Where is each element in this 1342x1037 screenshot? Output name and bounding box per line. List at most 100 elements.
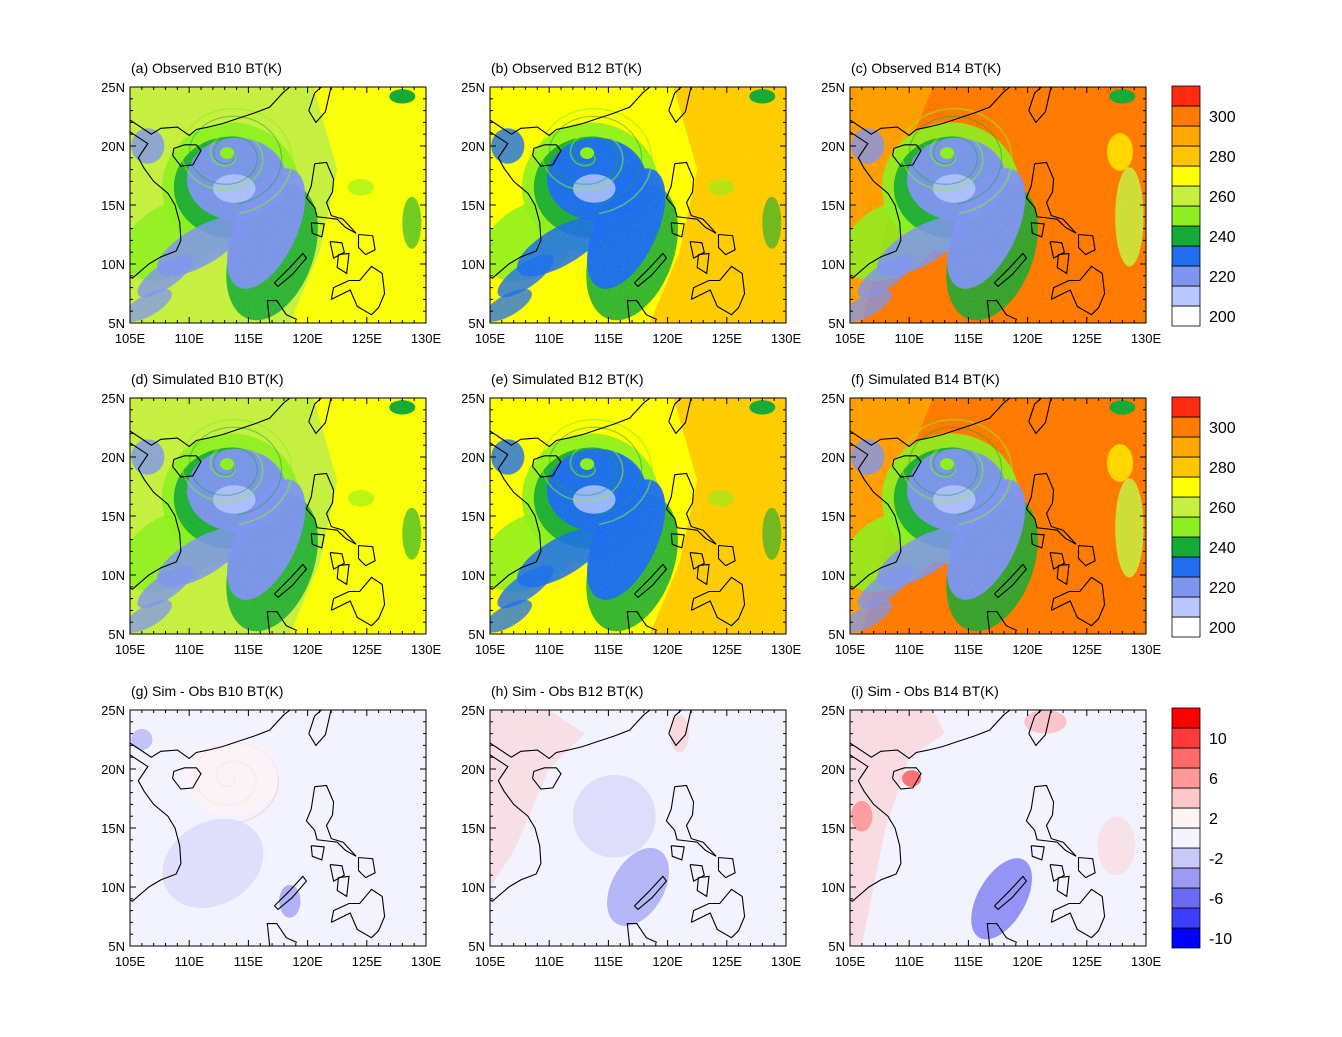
map-panel: (i) Sim - Obs B14 BT(K) 105E 110E 115E 120E 1… xyxy=(821,683,1161,969)
y-tick-label: 25N xyxy=(461,80,485,95)
bt-field xyxy=(130,87,426,323)
panel-title: (c) Observed B14 BT(K) xyxy=(851,60,1001,76)
y-tick-label: 25N xyxy=(101,80,125,95)
axis-ticks xyxy=(849,86,1147,324)
y-tick-label: 5N xyxy=(468,939,485,954)
y-tick-label: 25N xyxy=(101,391,125,406)
y-tick-label: 10N xyxy=(461,257,485,272)
x-tick-label: 125E xyxy=(1072,331,1103,346)
colorbar-label: 10 xyxy=(1209,731,1227,748)
x-tick-label: 105E xyxy=(835,954,866,969)
map-panel: (e) Simulated B12 BT(K) 105E 110E 115E 120E 1… xyxy=(461,371,801,657)
colorbar-swatch xyxy=(1171,165,1201,187)
x-tick-label: 115E xyxy=(954,954,984,969)
y-tick-label: 10N xyxy=(461,568,485,583)
colorbar-swatch xyxy=(1171,596,1201,618)
axis-ticks xyxy=(129,86,427,324)
colorbar-swatch xyxy=(1171,747,1201,769)
colorbar-label: 260 xyxy=(1209,500,1236,517)
colorbar-swatch xyxy=(1171,616,1201,638)
colorbar-swatch xyxy=(1171,476,1201,498)
colorbar-label: 280 xyxy=(1209,149,1236,166)
colorbar-swatch xyxy=(1171,787,1201,809)
axis-ticks xyxy=(489,397,787,635)
colorbar-swatch xyxy=(1171,245,1201,267)
x-tick-label: 120E xyxy=(292,642,323,657)
y-tick-label: 20N xyxy=(821,450,845,465)
x-tick-label: 130E xyxy=(411,954,442,969)
x-tick-label: 110E xyxy=(534,642,564,657)
panel-title: (e) Simulated B12 BT(K) xyxy=(491,371,644,387)
x-tick-label: 120E xyxy=(1012,331,1043,346)
y-tick-label: 25N xyxy=(821,391,845,406)
bt-field xyxy=(490,398,786,634)
coastline xyxy=(850,398,1106,634)
y-tick-label: 5N xyxy=(828,316,845,331)
x-tick-label: 130E xyxy=(1131,642,1162,657)
map-panel: (c) Observed B14 BT(K) 105E 110E 115E 120E 12… xyxy=(821,60,1161,346)
colorbar-label: 220 xyxy=(1209,269,1236,286)
x-tick-label: 110E xyxy=(894,954,924,969)
x-tick-label: 105E xyxy=(115,642,146,657)
bt-field xyxy=(850,87,1146,323)
colorbar-swatch xyxy=(1171,305,1201,327)
x-tick-label: 110E xyxy=(534,331,564,346)
x-tick-label: 105E xyxy=(475,331,506,346)
panel-title: (i) Sim - Obs B14 BT(K) xyxy=(851,683,999,699)
colorbar-swatch xyxy=(1171,145,1201,167)
y-tick-label: 25N xyxy=(461,391,485,406)
y-tick-label: 5N xyxy=(828,939,845,954)
colorbar-swatch xyxy=(1171,125,1201,147)
y-tick-label: 15N xyxy=(461,821,485,836)
x-tick-label: 125E xyxy=(712,954,743,969)
colorbar-swatch xyxy=(1171,927,1201,949)
x-tick-label: 125E xyxy=(1072,642,1103,657)
colorbar-label: -10 xyxy=(1209,931,1232,948)
bt-field xyxy=(490,87,786,323)
y-tick-label: 10N xyxy=(821,568,845,583)
colorbar-swatch xyxy=(1171,265,1201,287)
x-tick-label: 130E xyxy=(771,331,802,346)
colorbar-swatch xyxy=(1171,516,1201,538)
y-tick-label: 10N xyxy=(461,880,485,895)
axis-ticks xyxy=(129,397,427,635)
colorbar-swatch xyxy=(1171,907,1201,929)
coastline xyxy=(850,87,1106,323)
bt-field xyxy=(850,710,1146,946)
colorbar-swatch xyxy=(1171,436,1201,458)
colorbar-label: 300 xyxy=(1209,109,1236,126)
colorbar-swatch xyxy=(1171,205,1201,227)
colorbar-label: 240 xyxy=(1209,540,1236,557)
x-tick-label: 115E xyxy=(234,331,264,346)
y-tick-label: 10N xyxy=(101,880,125,895)
x-tick-label: 120E xyxy=(1012,954,1043,969)
coastline xyxy=(490,87,746,323)
x-tick-label: 110E xyxy=(894,331,924,346)
colorbar-label: 200 xyxy=(1209,309,1236,326)
colorbar-swatch xyxy=(1171,767,1201,789)
x-tick-label: 125E xyxy=(352,954,383,969)
y-tick-label: 15N xyxy=(821,821,845,836)
colorbar-swatch xyxy=(1171,416,1201,438)
y-tick-label: 25N xyxy=(821,703,845,718)
axis-ticks xyxy=(489,709,787,947)
x-tick-label: 105E xyxy=(115,954,146,969)
colorbar-label: 220 xyxy=(1209,580,1236,597)
x-tick-label: 130E xyxy=(411,331,442,346)
colorbar-swatch xyxy=(1171,867,1201,889)
bt-field xyxy=(850,398,1146,634)
x-tick-label: 120E xyxy=(652,954,683,969)
axis-ticks xyxy=(489,86,787,324)
colorbar-label: 200 xyxy=(1209,620,1236,637)
map-panel: (b) Observed B12 BT(K) 105E 110E 115E 120E 12… xyxy=(461,60,801,346)
x-tick-label: 125E xyxy=(1072,954,1103,969)
colorbar-swatch xyxy=(1171,285,1201,307)
map-panel: (h) Sim - Obs B12 BT(K) 105E 110E 115E 120E 1… xyxy=(461,683,801,969)
coastline xyxy=(490,710,746,946)
x-tick-label: 130E xyxy=(771,954,802,969)
coastline xyxy=(130,87,386,323)
x-tick-label: 120E xyxy=(292,954,323,969)
colorbar-swatch xyxy=(1171,105,1201,127)
y-tick-label: 10N xyxy=(101,257,125,272)
colorbar-swatch xyxy=(1171,727,1201,749)
